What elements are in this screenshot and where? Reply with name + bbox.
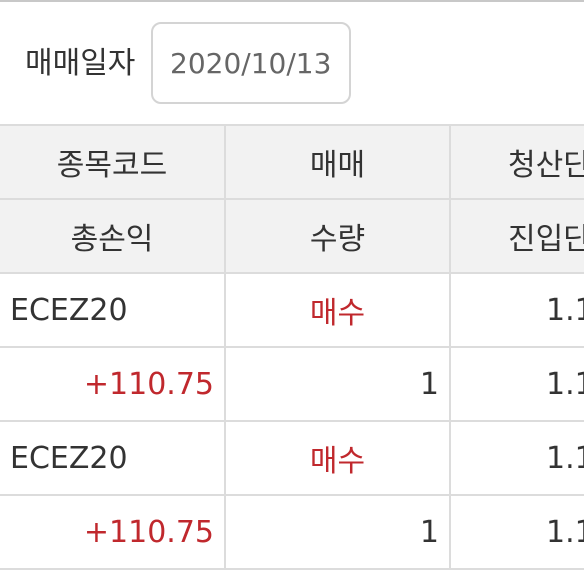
cell-code: ECEZ20 [0, 420, 226, 496]
trade-date-input[interactable] [151, 22, 351, 104]
cell-clear-price: 1.1 [449, 420, 584, 496]
top-divider [0, 0, 584, 2]
trade-table: 종목코드 매매 청산단 총손익 수량 진입단 ECEZ20 매수 1.1 +11… [0, 124, 584, 570]
header-qty: 수량 [224, 198, 451, 274]
header-clear-price: 청산단 [449, 124, 584, 200]
table-row[interactable]: ECEZ20 매수 1.1 [0, 420, 584, 496]
cell-entry-price: 1.1 [449, 346, 584, 422]
header-entry-price: 진입단 [449, 198, 584, 274]
cell-qty: 1 [224, 346, 451, 422]
cell-code: ECEZ20 [0, 272, 226, 348]
cell-pnl: +110.75 [0, 346, 226, 422]
header-pnl: 총손익 [0, 198, 226, 274]
cell-qty: 1 [224, 494, 451, 570]
trade-date-label: 매매일자 [25, 46, 136, 81]
cell-clear-price: 1.1 [449, 272, 584, 348]
header-side: 매매 [224, 124, 451, 200]
table-header-row-2: 총손익 수량 진입단 [0, 198, 584, 274]
header-code: 종목코드 [0, 124, 226, 200]
cell-side: 매수 [224, 420, 451, 496]
date-filter-bar: 매매일자 [0, 2, 584, 124]
table-row[interactable]: +110.75 1 1.1 [0, 494, 584, 570]
cell-side: 매수 [224, 272, 451, 348]
table-row[interactable]: +110.75 1 1.1 [0, 346, 584, 422]
table-row[interactable]: ECEZ20 매수 1.1 [0, 272, 584, 348]
table-header-row-1: 종목코드 매매 청산단 [0, 124, 584, 200]
cell-entry-price: 1.1 [449, 494, 584, 570]
cell-pnl: +110.75 [0, 494, 226, 570]
